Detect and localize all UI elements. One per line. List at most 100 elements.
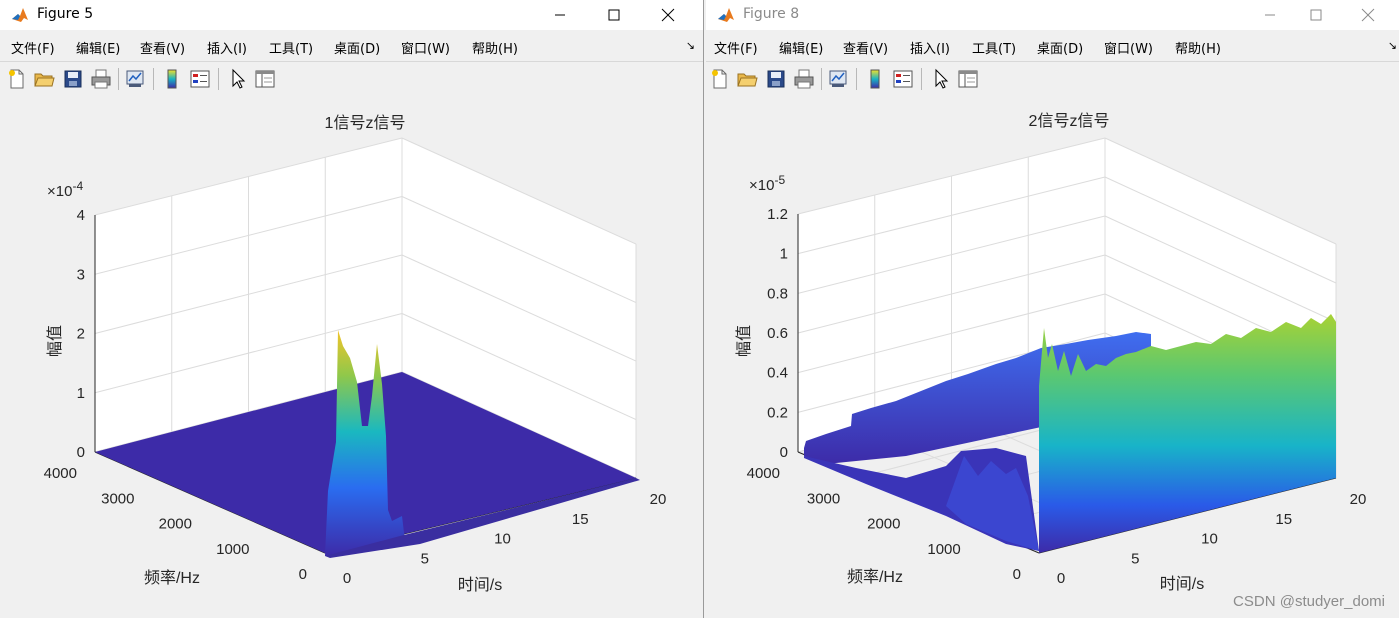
window-title: Figure 8 [743,6,800,22]
z-tick-label: 0.4 [767,365,788,382]
window-title: Figure 5 [37,6,94,22]
pointer-icon[interactable] [930,68,952,90]
z-exponent-label: ×10-4 [47,179,83,200]
watermark: CSDN @studyer_domi [1233,593,1385,610]
menu-file[interactable]: 文件(F) [714,42,758,57]
z-tick-label: 0 [77,444,85,461]
z-tick-label: 0.6 [767,325,788,342]
y-tick-label: 1000 [927,541,960,558]
title-bar[interactable]: Figure 8 [706,0,1399,30]
x-tick-label: 0 [343,570,351,587]
surface-peaks [325,330,410,556]
z-tick-label: 2 [77,326,85,343]
x-tick-label: 15 [1275,511,1292,528]
minimize-button[interactable] [1247,0,1293,30]
menu-edit[interactable]: 编辑(E) [779,42,824,57]
figure-canvas[interactable]: 0 0.2 0.4 0.6 0.8 1 1.2 0 1000 2000 3000 4000 0 5 10 15… [706,96,1399,618]
colorbar-icon[interactable] [864,68,886,90]
menu-window[interactable]: 窗口(W) [1104,42,1153,57]
open-folder-icon[interactable] [736,68,758,90]
surface-front-wall [1039,314,1336,553]
menu-bar: 文件(F) 编辑(E) 查看(V) 插入(I) 工具(T) 桌面(D) 窗口(W… [0,31,703,61]
surface-edge [325,478,640,558]
maximize-button[interactable] [591,0,637,30]
figure-toolbar [0,61,703,97]
save-icon[interactable] [765,68,787,90]
property-editor-icon[interactable] [254,68,276,90]
menu-edit[interactable]: 编辑(E) [76,42,121,57]
z-tick-label: 3 [77,266,85,283]
title-bar[interactable]: Figure 5 [0,0,703,30]
menu-tools[interactable]: 工具(T) [269,42,314,57]
surface-mid-bumps [946,456,1039,551]
x-tick-label: 5 [421,550,429,567]
new-file-icon[interactable] [709,68,731,90]
pointer-icon[interactable] [227,68,249,90]
chart-title: 1信号z信号 [325,114,406,132]
menu-desktop[interactable]: 桌面(D) [334,42,381,57]
y-tick-label: 3000 [101,490,134,507]
menu-tools[interactable]: 工具(T) [972,42,1017,57]
menu-bar: 文件(F) 编辑(E) 查看(V) 插入(I) 工具(T) 桌面(D) 窗口(W… [706,31,1399,61]
y-axis-label: 频率/Hz [847,568,903,586]
x-tick-label: 20 [1350,491,1367,508]
menu-desktop[interactable]: 桌面(D) [1037,42,1084,57]
figure-toolbar [706,61,1399,97]
save-icon[interactable] [62,68,84,90]
grid-line [401,196,637,303]
menu-help[interactable]: 帮助(H) [472,42,518,57]
z-tick-label: 0.8 [767,285,788,302]
y-tick-label: 0 [299,566,307,583]
link-plot-icon[interactable] [827,68,849,90]
grid-line [401,254,637,362]
menu-window[interactable]: 窗口(W) [401,42,450,57]
colorbar-icon[interactable] [161,68,183,90]
toolbar-separator [921,68,922,90]
menu-insert[interactable]: 插入(I) [207,42,247,57]
x-tick-label: 10 [1201,531,1218,548]
property-editor-icon[interactable] [957,68,979,90]
maximize-button[interactable] [1293,0,1339,30]
close-button[interactable] [645,0,691,30]
z-tick-label: 4 [77,207,85,224]
y-tick-label: 4000 [747,465,780,482]
toolbar-separator [153,68,154,90]
grid-line [1104,176,1337,284]
close-button[interactable] [1345,0,1391,30]
grid-line [401,313,637,420]
x-tick-label: 0 [1057,570,1065,587]
legend-icon[interactable] [892,68,914,90]
x-tick-label: 15 [572,511,589,528]
menu-insert[interactable]: 插入(I) [910,42,950,57]
figure-window-8[interactable]: Figure 8 文件(F) 编辑(E) 查看(V) 插入(I) 工具(T) 桌… [706,0,1399,618]
toolbar-separator [218,68,219,90]
surface-plot[interactable]: 00.20.40.60.811.201000200030004000051015… [706,96,1399,618]
x-axis-label: 时间/s [1160,575,1204,593]
chart-title: 2信号z信号 [1029,112,1110,130]
y-tick-label: 0 [1013,566,1021,583]
x-tick-label: 10 [494,531,511,548]
toolbar-separator [821,68,822,90]
grid-line [1104,137,1337,245]
print-icon[interactable] [793,68,815,90]
menu-file[interactable]: 文件(F) [11,42,55,57]
open-folder-icon[interactable] [33,68,55,90]
z-tick-label: 0 [780,444,788,461]
menu-help[interactable]: 帮助(H) [1175,42,1221,57]
minimize-button[interactable] [537,0,583,30]
figure-canvas[interactable]: 0 1 2 3 4 0 1000 2000 3000 4000 0 5 10 15 20 1信号z信号 ×1… [0,96,703,618]
z-tick-label: 1 [780,246,788,263]
link-plot-icon[interactable] [124,68,146,90]
new-file-icon[interactable] [6,68,28,90]
menu-dock-arrow-icon[interactable]: ↘ [685,39,695,52]
menu-view[interactable]: 查看(V) [140,42,186,57]
y-tick-label: 2000 [867,516,900,533]
legend-icon[interactable] [189,68,211,90]
matlab-logo-icon [716,5,736,25]
print-icon[interactable] [90,68,112,90]
menu-dock-arrow-icon[interactable]: ↘ [1387,39,1397,52]
menu-view[interactable]: 查看(V) [843,42,889,57]
figure-window-5[interactable]: Figure 5 文件(F) 编辑(E) 查看(V) 插入(I) 工具(T) 桌… [0,0,704,618]
